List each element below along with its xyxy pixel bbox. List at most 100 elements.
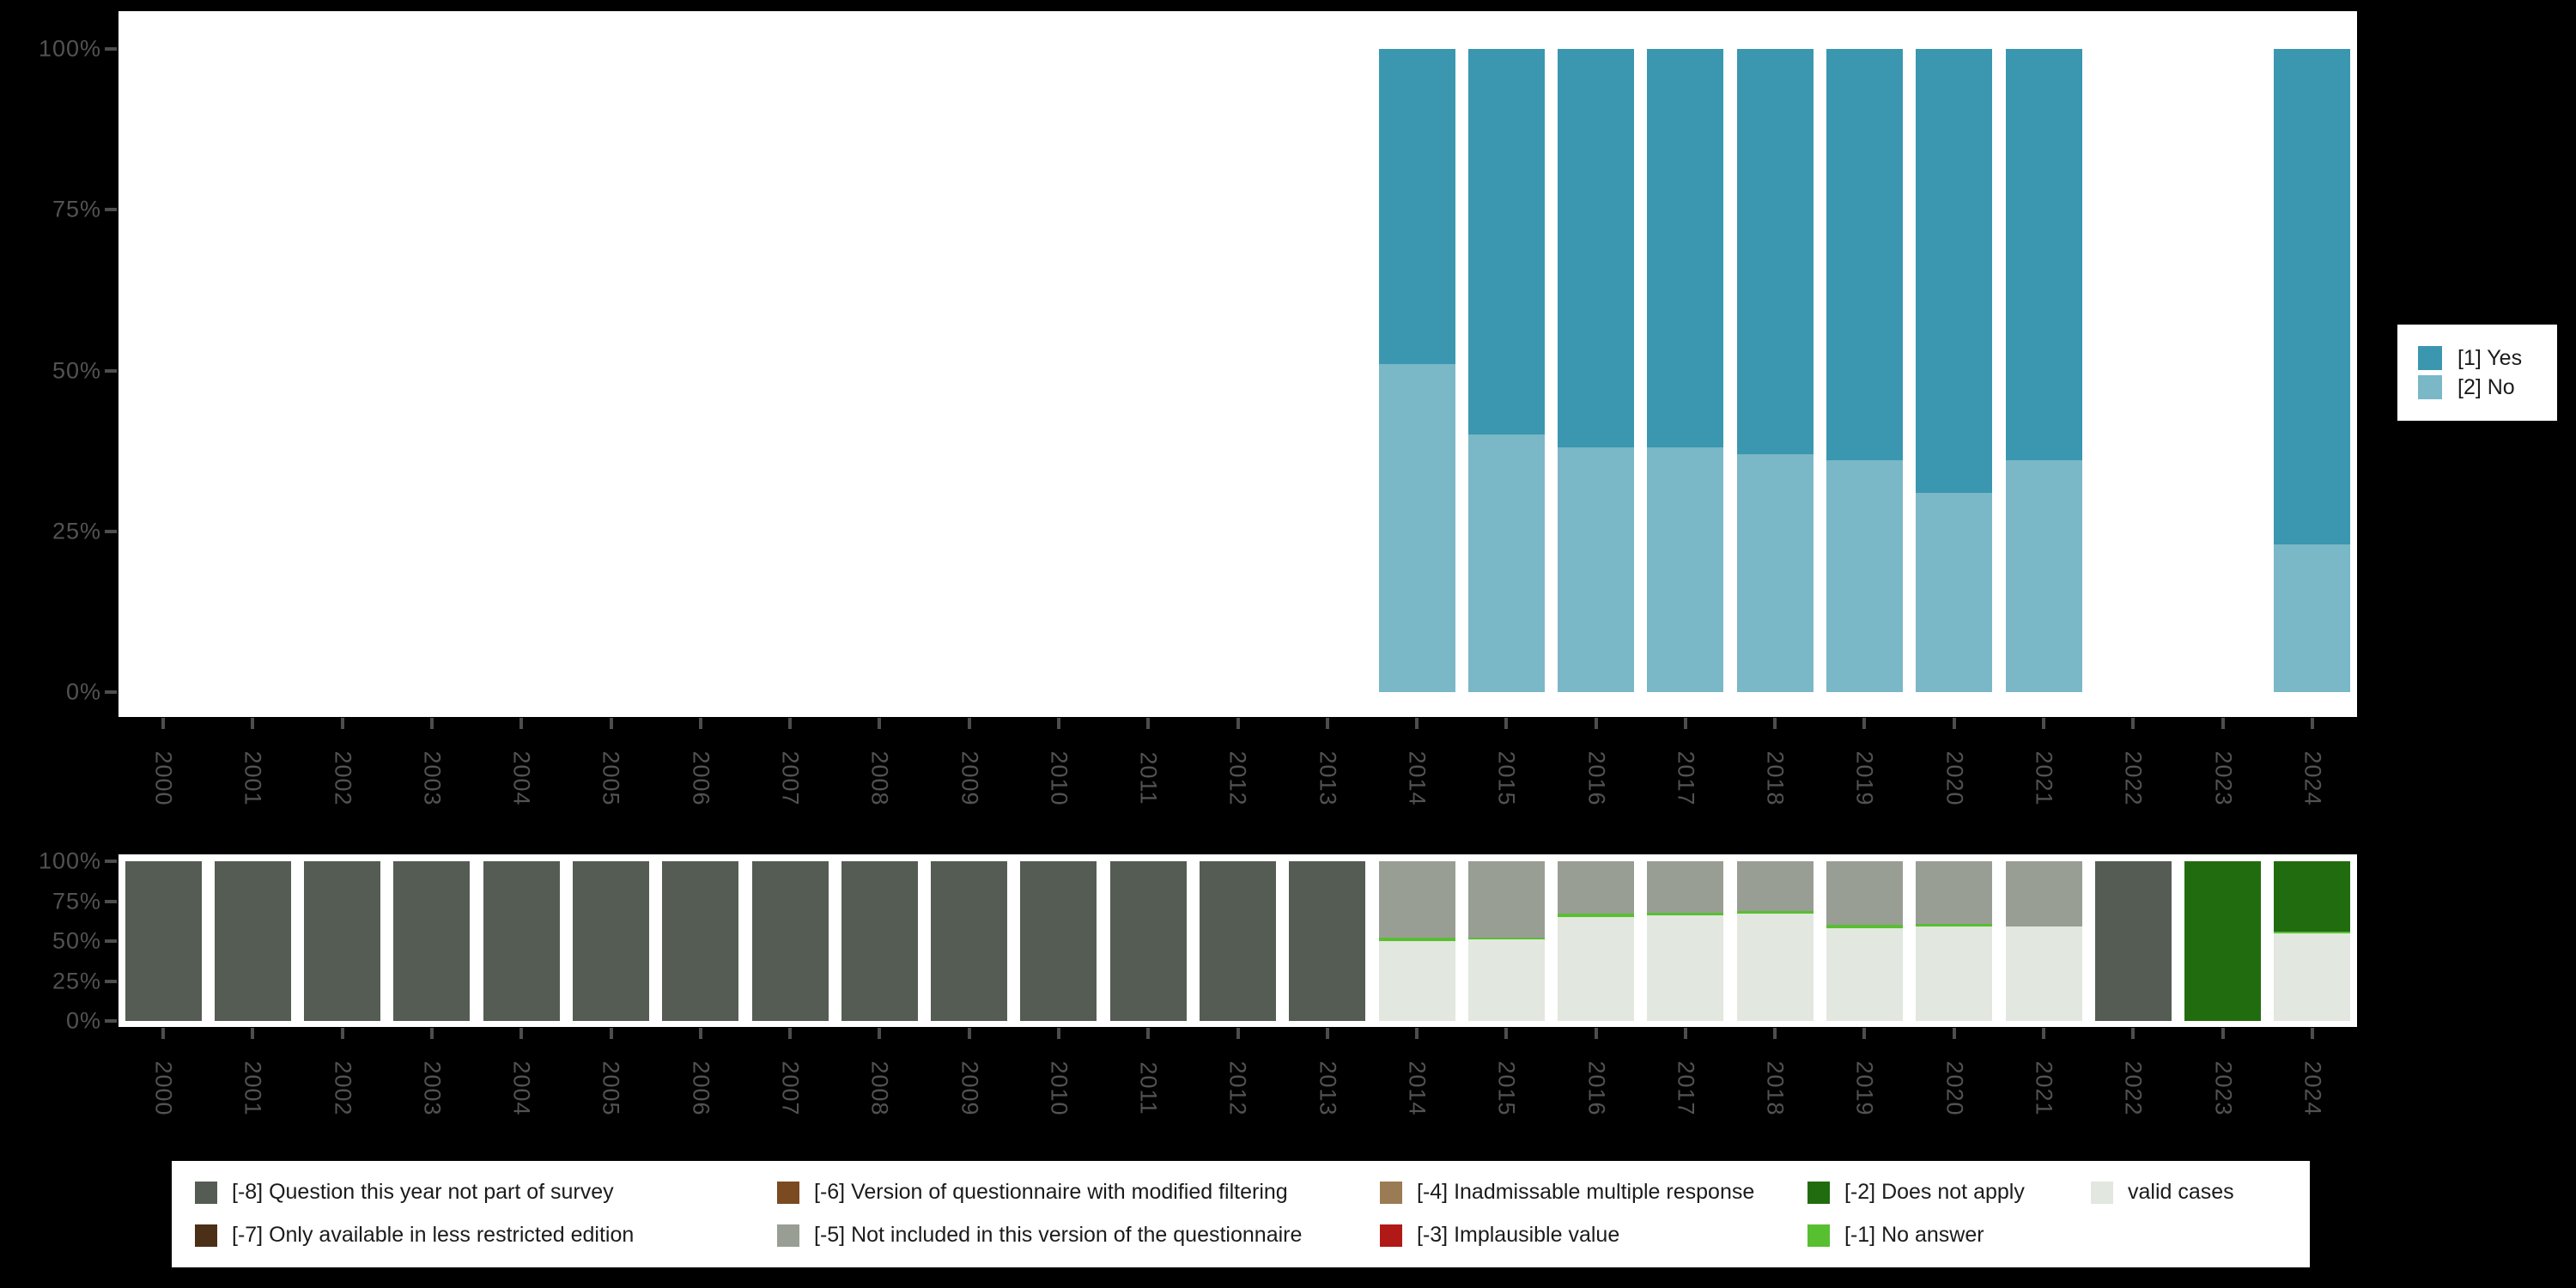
bar-segment-2017-s0	[1647, 915, 1724, 1021]
bar-2008	[841, 11, 918, 717]
x-axis-label-text: 2020	[1941, 750, 1968, 806]
x-axis-tick	[1056, 1028, 1060, 1039]
bar-2011	[1109, 854, 1187, 1027]
x-axis-label-text: 2004	[508, 1060, 535, 1116]
bar-2010	[1020, 854, 1097, 1027]
legend-label: [-6] Version of questionnaire with modif…	[814, 1180, 1288, 1204]
x-axis-label-2015: 2015	[1455, 1040, 1558, 1136]
legend-item: [1] Yes	[2418, 346, 2557, 371]
x-axis-tick	[1504, 718, 1509, 729]
x-axis-tick	[1773, 1028, 1777, 1039]
legend-label: valid cases	[2128, 1180, 2234, 1204]
legend-swatch	[195, 1224, 217, 1247]
bar-2002	[304, 11, 380, 717]
bar-segment-2022-s3	[2094, 861, 2172, 1021]
x-axis-label-text: 2008	[866, 1060, 893, 1116]
x-axis-label-2011: 2011	[1097, 1040, 1200, 1136]
x-axis-label-text: 2015	[1493, 750, 1520, 806]
x-axis-label-text: 2014	[1404, 750, 1431, 806]
bar-2020	[1916, 854, 1993, 1027]
x-axis-tick	[609, 718, 613, 729]
y-axis-label: 25%	[52, 968, 101, 993]
legend-item: valid cases	[2091, 1180, 2234, 1205]
bar-segment-2019-s1	[1826, 925, 1903, 929]
x-axis-label-2013: 2013	[1276, 730, 1379, 826]
x-axis-label-2000: 2000	[112, 730, 215, 826]
legend-label: [-7] Only available in less restricted e…	[232, 1223, 635, 1247]
x-axis-label-text: 2016	[1583, 1060, 1610, 1116]
x-axis-tick	[2310, 1028, 2314, 1039]
bar-2021	[2005, 11, 2082, 717]
bar-2002	[304, 854, 381, 1027]
bar-segment-2023-s4	[2184, 861, 2262, 1021]
x-axis-label-text: 2014	[1404, 1060, 1431, 1116]
x-axis-label-2016: 2016	[1545, 1040, 1648, 1136]
x-axis-label-text: 2018	[1762, 750, 1789, 806]
legend-swatch	[777, 1224, 799, 1247]
y-axis-tick	[105, 690, 117, 694]
x-axis-label-text: 2007	[777, 750, 804, 806]
bar-segment-2016-s1	[1558, 914, 1635, 918]
bar-2014	[1378, 11, 1455, 717]
legend-item: [-7] Only available in less restricted e…	[195, 1223, 634, 1248]
bar-2006	[662, 854, 739, 1027]
legend-item: [2] No	[2418, 375, 2557, 400]
bar-segment-2024-s0	[2274, 544, 2351, 692]
y-axis-label: 75%	[52, 196, 101, 222]
x-axis-tick	[1952, 718, 1956, 729]
bar-segment-2018-s2	[1736, 861, 1814, 911]
x-axis-label-text: 2011	[1135, 1060, 1162, 1115]
x-axis-label-2001: 2001	[201, 730, 304, 826]
legend-swatch	[1807, 1224, 1830, 1247]
bar-segment-2017-s0	[1647, 447, 1724, 692]
bar-2013	[1289, 11, 1365, 717]
bar-segment-2018-s1	[1736, 49, 1814, 454]
bar-segment-2015-s0	[1467, 434, 1545, 692]
bar-segment-2024-s1	[2274, 931, 2351, 933]
x-axis-tick	[251, 718, 255, 729]
x-axis-tick	[429, 1028, 434, 1039]
x-axis-label-text: 2024	[2300, 1060, 2326, 1116]
x-axis-label-2022: 2022	[2081, 1040, 2184, 1136]
bar-segment-2015-s2	[1467, 861, 1545, 939]
legend-label: [-4] Inadmissable multiple response	[1417, 1180, 1755, 1204]
x-axis-label-text: 2021	[2031, 1060, 2057, 1116]
x-axis-label-text: 2005	[598, 1060, 625, 1116]
bar-segment-2021-s1	[2005, 49, 2082, 461]
x-axis-label-2006: 2006	[649, 1040, 752, 1136]
bar-2003	[393, 854, 471, 1027]
y-axis-tick	[105, 1019, 117, 1023]
x-axis-tick	[967, 1028, 971, 1039]
x-axis-label-2024: 2024	[2261, 730, 2364, 826]
bar-2011	[1110, 11, 1187, 717]
x-axis-label-text: 2003	[419, 1060, 446, 1116]
y-axis-tick	[105, 368, 117, 373]
x-axis-tick	[2310, 718, 2314, 729]
bar-segment-2020-s2	[1916, 861, 1993, 924]
bar-segment-2024-s1	[2274, 49, 2351, 544]
x-axis-label-2017: 2017	[1634, 730, 1737, 826]
x-axis-tick	[429, 718, 434, 729]
x-axis-label-2002: 2002	[291, 730, 394, 826]
x-axis-tick	[1504, 1028, 1509, 1039]
x-axis-label-2022: 2022	[2081, 730, 2184, 826]
bar-segment-2007-s3	[751, 861, 829, 1021]
x-axis-label-text: 2022	[2120, 1060, 2147, 1116]
x-axis-label-text: 2017	[1673, 1060, 1699, 1116]
legend-item: [-8] Question this year not part of surv…	[195, 1180, 614, 1205]
bar-2023	[2184, 11, 2261, 717]
x-axis-tick	[1236, 718, 1240, 729]
x-axis-tick	[519, 1028, 524, 1039]
bar-2001	[214, 854, 291, 1027]
x-axis-label-text: 2020	[1941, 1060, 1968, 1116]
x-axis-label-text: 2009	[957, 1060, 983, 1116]
x-axis-label-text: 2000	[150, 750, 177, 806]
bar-2004	[483, 854, 560, 1027]
bar-segment-2018-s1	[1736, 910, 1814, 914]
x-axis-label-2012: 2012	[1187, 730, 1290, 826]
bar-2015	[1467, 854, 1545, 1027]
x-axis-tick	[967, 718, 971, 729]
legend-item: [-2] Does not apply	[1807, 1180, 2025, 1205]
bar-2005	[573, 854, 650, 1027]
